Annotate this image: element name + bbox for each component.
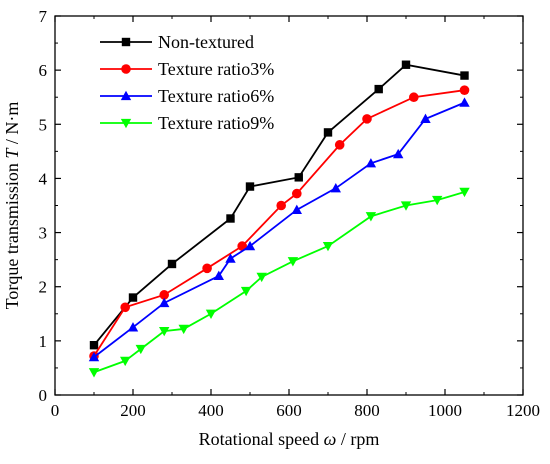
legend-label: Non-textured xyxy=(158,32,254,52)
data-point xyxy=(159,326,170,337)
legend-marker xyxy=(120,118,132,129)
y-tick-label: 2 xyxy=(39,278,48,297)
legend-marker xyxy=(121,37,131,47)
legend-marker xyxy=(121,64,131,74)
y-tick-label: 0 xyxy=(39,386,48,405)
data-point xyxy=(135,344,146,355)
data-point xyxy=(276,200,287,211)
data-point xyxy=(167,259,177,269)
legend-label: Texture ratio6% xyxy=(158,86,274,106)
x-tick-label: 0 xyxy=(51,401,60,420)
axes: 0 200 400 600 800 1000 1200 0 1 2 3 4 5 6 7 xyxy=(39,7,541,420)
legend-label: Texture ratio3% xyxy=(158,59,274,79)
data-point xyxy=(178,324,189,335)
data-point xyxy=(420,113,431,124)
data-point xyxy=(89,340,99,350)
series-4 xyxy=(88,187,470,378)
y-axis-title: Torque transmission T / N·m xyxy=(2,102,22,310)
data-point xyxy=(409,92,419,103)
data-point xyxy=(334,140,345,150)
y-tick-label: 3 xyxy=(39,224,48,243)
y-tick-label: 5 xyxy=(39,115,48,134)
x-tick-label: 200 xyxy=(120,401,146,420)
data-point xyxy=(202,263,212,274)
data-point xyxy=(460,71,469,80)
legend-label: Texture ratio9% xyxy=(158,113,274,133)
x-axis-title-part: Rotational speed xyxy=(199,429,324,449)
data-point xyxy=(244,240,256,251)
x-tick-label: 600 xyxy=(276,401,302,420)
data-point xyxy=(362,114,372,124)
x-tick-label: 800 xyxy=(354,401,380,420)
x-axis-title-part: / rpm xyxy=(336,429,379,449)
series-3 xyxy=(88,97,470,362)
data-point xyxy=(205,309,217,319)
data-point xyxy=(294,173,303,182)
series-layer xyxy=(88,60,470,378)
data-point xyxy=(400,201,412,211)
data-point xyxy=(226,214,235,223)
data-point xyxy=(213,270,224,281)
series-line xyxy=(93,101,465,358)
data-point xyxy=(120,356,131,367)
series-line xyxy=(93,63,465,346)
data-point xyxy=(291,204,302,214)
legend-item: Non-textured xyxy=(100,32,254,52)
legend-item: Texture ratio9% xyxy=(100,113,274,133)
data-point xyxy=(323,128,333,137)
data-point xyxy=(292,188,302,199)
data-point xyxy=(432,195,443,206)
x-axis-title: Rotational speed ω / rpm xyxy=(199,429,380,449)
y-tick-label: 1 xyxy=(39,332,48,351)
data-point xyxy=(459,187,470,198)
data-point xyxy=(393,148,404,159)
legend: Non-textured Texture ratio3% Texture ratio… xyxy=(100,32,274,133)
data-point xyxy=(120,302,130,313)
data-point xyxy=(245,182,255,191)
data-point xyxy=(459,85,470,95)
data-point xyxy=(159,297,170,308)
legend-item: Texture ratio6% xyxy=(100,86,274,106)
data-point xyxy=(374,84,383,94)
y-tick-label: 6 xyxy=(39,61,48,80)
axis-titles: Rotational speed ω / rpm Torque transmiss… xyxy=(2,102,379,449)
data-point xyxy=(127,322,139,332)
data-point xyxy=(365,212,377,222)
x-tick-label: 1200 xyxy=(506,401,540,420)
data-point xyxy=(401,60,411,69)
data-point xyxy=(225,253,236,263)
x-axis-title-part: ω xyxy=(324,429,337,449)
data-point xyxy=(159,290,169,300)
x-tick-label: 1000 xyxy=(428,401,462,420)
data-point xyxy=(459,97,470,107)
legend-marker xyxy=(120,90,132,101)
data-point xyxy=(256,272,267,283)
data-point xyxy=(88,368,100,378)
y-tick-label: 7 xyxy=(39,7,48,26)
y-axis-title-part: T xyxy=(2,147,22,159)
data-point xyxy=(88,351,100,362)
y-axis-title-part: / N·m xyxy=(2,102,22,149)
data-point xyxy=(128,293,138,302)
y-tick-label: 4 xyxy=(39,169,48,188)
data-point xyxy=(330,182,341,193)
x-tick-label: 400 xyxy=(198,401,224,420)
data-point xyxy=(322,241,334,252)
data-point xyxy=(240,286,252,297)
series-1 xyxy=(89,60,469,350)
legend-item: Texture ratio3% xyxy=(100,59,274,79)
data-point xyxy=(365,158,377,168)
y-axis-title-part: Torque transmission xyxy=(2,159,22,310)
data-point xyxy=(287,257,299,267)
